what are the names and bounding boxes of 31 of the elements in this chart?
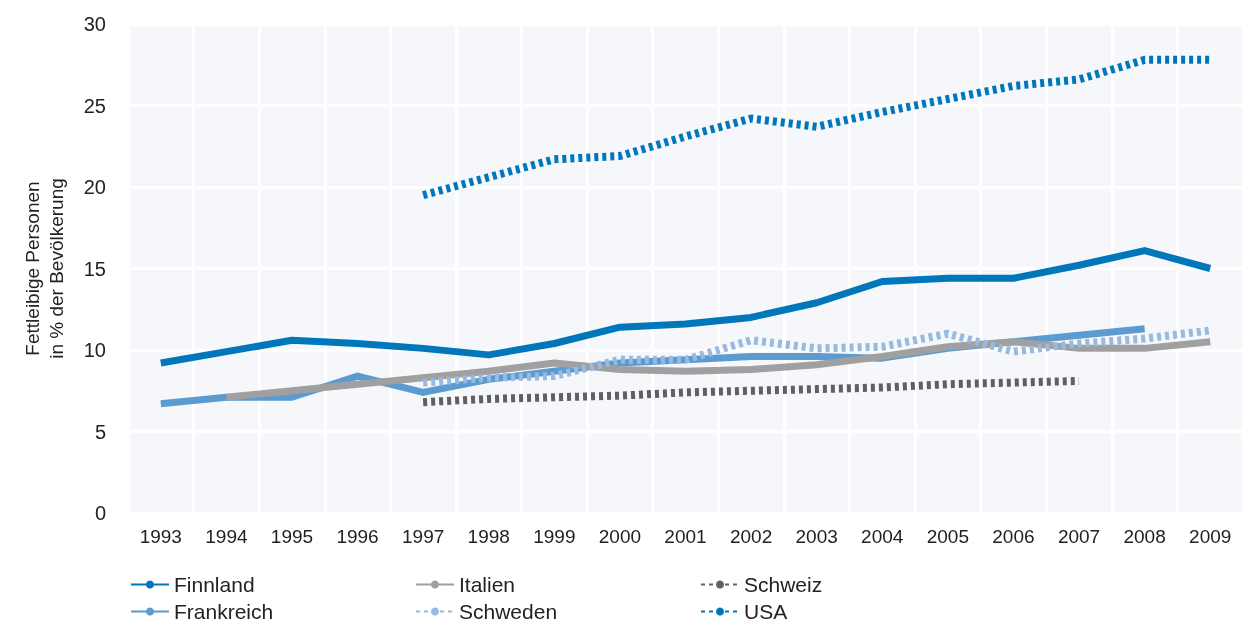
- x-tick-label: 2003: [795, 526, 838, 547]
- legend-label: Finnland: [174, 573, 255, 596]
- legend-label: Italien: [459, 573, 516, 596]
- legend-label: USA: [744, 600, 788, 623]
- y-tick-label: 25: [83, 94, 106, 117]
- legend-label: Schweden: [459, 600, 558, 623]
- legend-label: Frankreich: [174, 600, 274, 623]
- y-tick-label: 0: [94, 502, 106, 524]
- legend-label: Schweiz: [744, 573, 823, 596]
- x-tick-label: 2005: [926, 526, 969, 547]
- x-tick-label: 2009: [1189, 526, 1232, 547]
- x-tick-label: 1997: [402, 526, 445, 547]
- x-tick-label: 1999: [533, 526, 576, 547]
- x-tick-label: 2008: [1123, 526, 1166, 547]
- x-tick-label: 2004: [861, 526, 904, 547]
- x-tick-label: 1994: [205, 526, 248, 547]
- x-tick-label: 2001: [664, 526, 707, 547]
- x-tick-label: 1993: [139, 526, 182, 547]
- y-tick-label: 30: [83, 13, 106, 35]
- x-tick-label: 2007: [1057, 526, 1101, 547]
- y-tick-label: 10: [83, 339, 106, 361]
- y-axis-title: Fettleibige Personen in % der Bevölkerung: [21, 178, 67, 359]
- y-tick-label: 5: [94, 420, 106, 443]
- x-tick-label: 2000: [598, 526, 642, 547]
- x-tick-label: 1998: [467, 526, 510, 547]
- y-tick-label: 20: [83, 176, 106, 198]
- x-tick-label: 2006: [992, 526, 1035, 547]
- y-tick-label: 15: [83, 257, 106, 280]
- x-tick-label: 1995: [270, 526, 314, 547]
- x-tick-label: 2002: [729, 526, 773, 547]
- x-tick-label: 1996: [336, 526, 379, 547]
